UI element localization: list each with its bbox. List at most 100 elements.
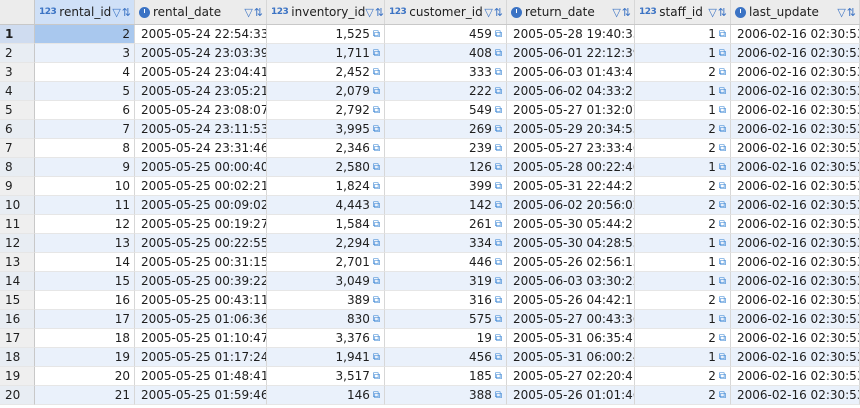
cell-last-update[interactable]: 2006-02-16 02:30:53	[731, 44, 860, 63]
cell-customer-id[interactable]: 316 ⧉	[385, 291, 507, 310]
cell-rental-id[interactable]: 17	[35, 310, 135, 329]
cell-rental-date[interactable]: 2005-05-25 00:00:40	[135, 158, 267, 177]
cell-last-update[interactable]: 2006-02-16 02:30:53	[731, 25, 860, 44]
table-row[interactable]: 3 4 2005-05-24 23:04:41 2,452 ⧉ 333 ⧉ 2005-06-0…	[0, 63, 860, 82]
filter-icon[interactable]: ▽	[365, 5, 374, 19]
external-link-icon[interactable]: ⧉	[372, 104, 380, 116]
external-link-icon[interactable]: ⧉	[718, 180, 726, 192]
cell-rental-id[interactable]: 13	[35, 234, 135, 253]
cell-rental-date[interactable]: 2005-05-25 00:22:55	[135, 234, 267, 253]
cell-staff-id[interactable]: 2 ⧉	[635, 215, 731, 234]
cell-customer-id[interactable]: 334 ⧉	[385, 234, 507, 253]
cell-last-update[interactable]: 2006-02-16 02:30:53	[731, 120, 860, 139]
cell-return-date[interactable]: 2005-05-27 00:43:36	[507, 310, 635, 329]
cell-rental-id[interactable]: 21	[35, 386, 135, 405]
external-link-icon[interactable]: ⧉	[494, 275, 502, 287]
cell-customer-id[interactable]: 333 ⧉	[385, 63, 507, 82]
filter-icon[interactable]: ▽	[112, 5, 121, 19]
cell-rental-id[interactable]: 20	[35, 367, 135, 386]
cell-last-update[interactable]: 2006-02-16 02:30:53	[731, 139, 860, 158]
external-link-icon[interactable]: ⧉	[494, 123, 502, 135]
sort-icon[interactable]: ⇅	[253, 5, 263, 19]
column-header-customer-id[interactable]: 123 customer_id ▽ ⇅	[385, 0, 507, 24]
cell-inventory-id[interactable]: 2,452 ⧉	[267, 63, 385, 82]
cell-return-date[interactable]: 2005-05-30 04:28:55	[507, 234, 635, 253]
cell-rental-id[interactable]: 18	[35, 329, 135, 348]
row-number[interactable]: 10	[0, 196, 35, 215]
table-row[interactable]: 5 6 2005-05-24 23:08:07 2,792 ⧉ 549 ⧉ 2005-05-2…	[0, 101, 860, 120]
cell-customer-id[interactable]: 446 ⧉	[385, 253, 507, 272]
cell-customer-id[interactable]: 399 ⧉	[385, 177, 507, 196]
filter-icon[interactable]: ▽	[612, 5, 621, 19]
cell-customer-id[interactable]: 239 ⧉	[385, 139, 507, 158]
external-link-icon[interactable]: ⧉	[494, 313, 502, 325]
cell-staff-id[interactable]: 2 ⧉	[635, 196, 731, 215]
cell-rental-id[interactable]: 8	[35, 139, 135, 158]
table-row[interactable]: 17 18 2005-05-25 01:10:47 3,376 ⧉ 19 ⧉ 2005-05-…	[0, 329, 860, 348]
external-link-icon[interactable]: ⧉	[372, 237, 380, 249]
filter-icon[interactable]: ▽	[837, 5, 846, 19]
cell-last-update[interactable]: 2006-02-16 02:30:53	[731, 386, 860, 405]
external-link-icon[interactable]: ⧉	[718, 47, 726, 59]
cell-rental-date[interactable]: 2005-05-24 23:03:39	[135, 44, 267, 63]
cell-staff-id[interactable]: 1 ⧉	[635, 272, 731, 291]
cell-last-update[interactable]: 2006-02-16 02:30:53	[731, 196, 860, 215]
external-link-icon[interactable]: ⧉	[494, 142, 502, 154]
table-row[interactable]: 11 12 2005-05-25 00:19:27 1,584 ⧉ 261 ⧉ 2005-05…	[0, 215, 860, 234]
external-link-icon[interactable]: ⧉	[372, 332, 380, 344]
cell-rental-date[interactable]: 2005-05-25 00:39:22	[135, 272, 267, 291]
sort-icon[interactable]: ⇅	[717, 5, 727, 19]
cell-rental-id[interactable]: 15	[35, 272, 135, 291]
external-link-icon[interactable]: ⧉	[372, 47, 380, 59]
cell-rental-date[interactable]: 2005-05-25 01:06:36	[135, 310, 267, 329]
cell-last-update[interactable]: 2006-02-16 02:30:53	[731, 253, 860, 272]
sort-icon[interactable]: ⇅	[621, 5, 631, 19]
row-number[interactable]: 2	[0, 44, 35, 63]
cell-last-update[interactable]: 2006-02-16 02:30:53	[731, 82, 860, 101]
row-number[interactable]: 5	[0, 101, 35, 120]
cell-rental-date[interactable]: 2005-05-25 00:09:02	[135, 196, 267, 215]
external-link-icon[interactable]: ⧉	[494, 199, 502, 211]
cell-inventory-id[interactable]: 1,584 ⧉	[267, 215, 385, 234]
cell-last-update[interactable]: 2006-02-16 02:30:53	[731, 348, 860, 367]
external-link-icon[interactable]: ⧉	[718, 389, 726, 401]
cell-inventory-id[interactable]: 3,995 ⧉	[267, 120, 385, 139]
cell-inventory-id[interactable]: 2,580 ⧉	[267, 158, 385, 177]
cell-inventory-id[interactable]: 3,376 ⧉	[267, 329, 385, 348]
cell-staff-id[interactable]: 2 ⧉	[635, 120, 731, 139]
external-link-icon[interactable]: ⧉	[372, 275, 380, 287]
cell-inventory-id[interactable]: 1,941 ⧉	[267, 348, 385, 367]
external-link-icon[interactable]: ⧉	[372, 123, 380, 135]
table-row[interactable]: 15 16 2005-05-25 00:43:11 389 ⧉ 316 ⧉ 2005-05-2…	[0, 291, 860, 310]
cell-inventory-id[interactable]: 389 ⧉	[267, 291, 385, 310]
cell-rental-id[interactable]: 11	[35, 196, 135, 215]
external-link-icon[interactable]: ⧉	[494, 218, 502, 230]
cell-rental-date[interactable]: 2005-05-25 01:59:46	[135, 386, 267, 405]
external-link-icon[interactable]: ⧉	[494, 294, 502, 306]
cell-return-date[interactable]: 2005-05-28 00:22:40	[507, 158, 635, 177]
cell-staff-id[interactable]: 1 ⧉	[635, 82, 731, 101]
sort-icon[interactable]: ⇅	[121, 5, 131, 19]
table-row[interactable]: 10 11 2005-05-25 00:09:02 4,443 ⧉ 142 ⧉ 2005-06…	[0, 196, 860, 215]
cell-last-update[interactable]: 2006-02-16 02:30:53	[731, 158, 860, 177]
cell-return-date[interactable]: 2005-05-31 22:44:21	[507, 177, 635, 196]
external-link-icon[interactable]: ⧉	[718, 28, 726, 40]
external-link-icon[interactable]: ⧉	[718, 104, 726, 116]
cell-inventory-id[interactable]: 3,049 ⧉	[267, 272, 385, 291]
external-link-icon[interactable]: ⧉	[494, 180, 502, 192]
cell-rental-date[interactable]: 2005-05-24 23:11:53	[135, 120, 267, 139]
cell-staff-id[interactable]: 1 ⧉	[635, 310, 731, 329]
external-link-icon[interactable]: ⧉	[718, 370, 726, 382]
cell-rental-id[interactable]: 6	[35, 101, 135, 120]
sort-icon[interactable]: ⇅	[374, 5, 385, 19]
cell-rental-date[interactable]: 2005-05-24 23:31:46	[135, 139, 267, 158]
cell-customer-id[interactable]: 261 ⧉	[385, 215, 507, 234]
external-link-icon[interactable]: ⧉	[718, 218, 726, 230]
cell-staff-id[interactable]: 2 ⧉	[635, 177, 731, 196]
row-number[interactable]: 11	[0, 215, 35, 234]
cell-rental-date[interactable]: 2005-05-25 01:48:41	[135, 367, 267, 386]
cell-staff-id[interactable]: 2 ⧉	[635, 139, 731, 158]
external-link-icon[interactable]: ⧉	[494, 66, 502, 78]
cell-last-update[interactable]: 2006-02-16 02:30:53	[731, 215, 860, 234]
cell-customer-id[interactable]: 575 ⧉	[385, 310, 507, 329]
